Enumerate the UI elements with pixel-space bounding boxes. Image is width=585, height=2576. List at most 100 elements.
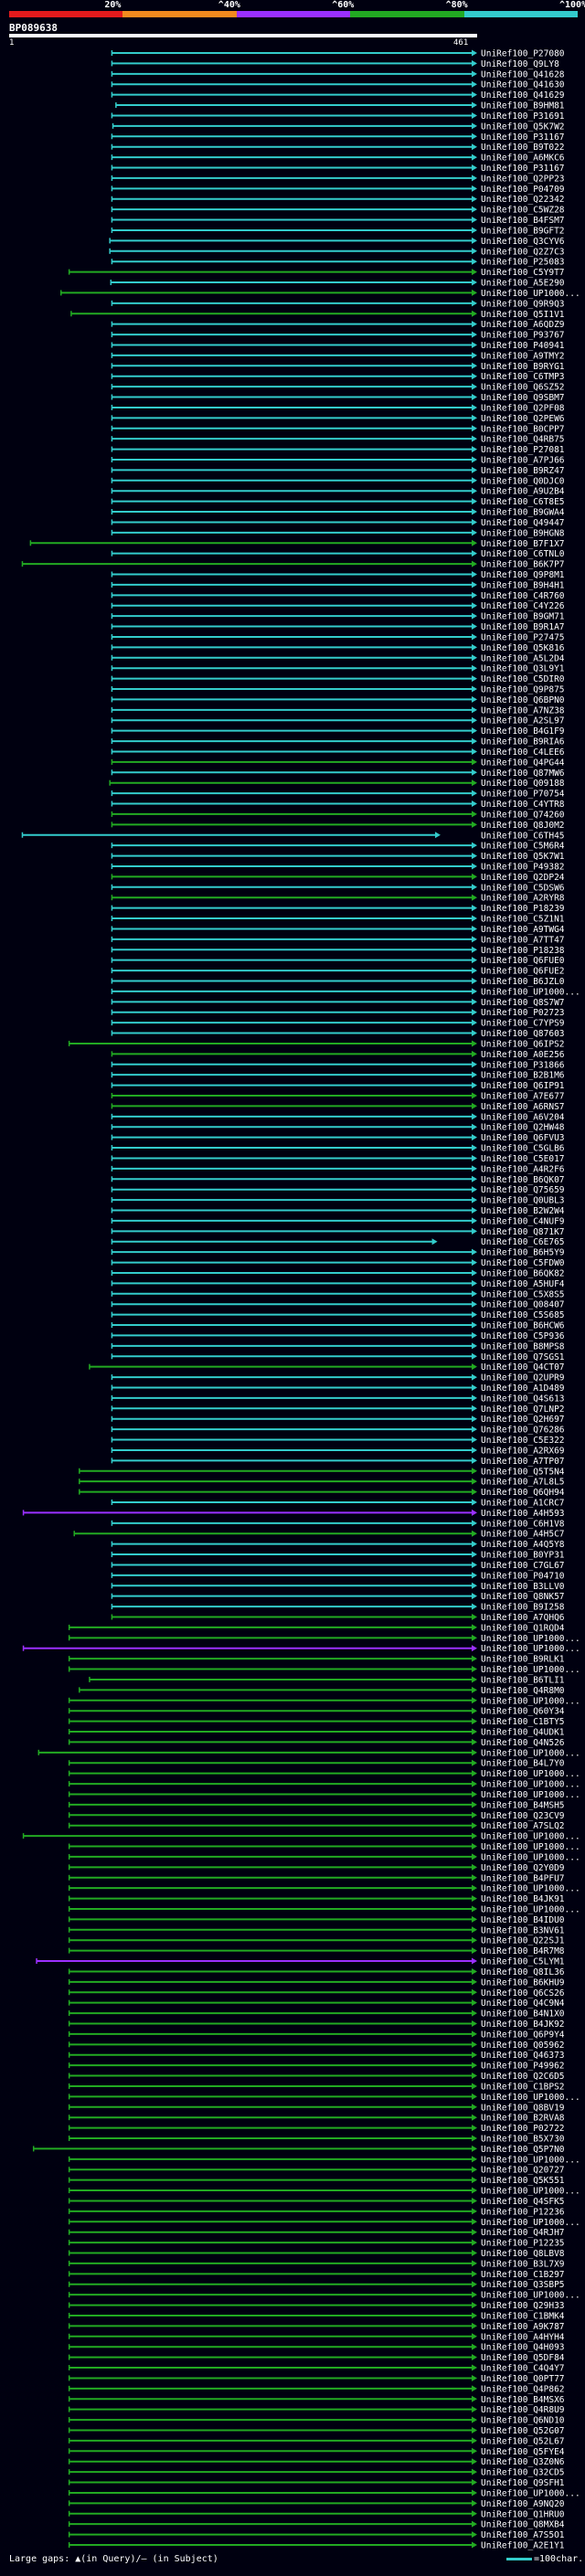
hit-label[interactable]: UniRef100_Q9P875	[481, 685, 565, 695]
hit-label[interactable]: UniRef100_B0CPP7	[481, 424, 565, 434]
hit-label[interactable]: UniRef100_Q60Y34	[481, 1707, 565, 1717]
hit-label[interactable]: UniRef100_Q08407	[481, 1300, 565, 1310]
hit-label[interactable]: UniRef100_Q9P8M1	[481, 570, 565, 580]
hit-label[interactable]: UniRef100_B9R1A7	[481, 622, 565, 632]
hit-label[interactable]: UniRef100_Q75659	[481, 1185, 565, 1195]
hit-label[interactable]: UniRef100_Q5DF84	[481, 2353, 565, 2363]
hit-label[interactable]: UniRef100_Q5K7W1	[481, 852, 565, 862]
hit-label[interactable]: UniRef100_P31167	[481, 133, 565, 143]
hit-label[interactable]: UniRef100_B9RZ47	[481, 466, 565, 476]
hit-label[interactable]: UniRef100_Q6IPS2	[481, 1039, 565, 1049]
hit-label[interactable]: UniRef100_B6TLI1	[481, 1675, 565, 1685]
hit-label[interactable]: UniRef100_B2B1M6	[481, 1071, 565, 1081]
hit-label[interactable]: UniRef100_UP1000...	[481, 1665, 580, 1675]
hit-label[interactable]: UniRef100_Q4R8U9	[481, 2405, 565, 2415]
hit-label[interactable]: UniRef100_Q6ND10	[481, 2416, 565, 2426]
hit-label[interactable]: UniRef100_Q4SFK5	[481, 2197, 565, 2207]
hit-label[interactable]: UniRef100_A7L8L5	[481, 1478, 565, 1488]
hit-label[interactable]: UniRef100_UP1000...	[481, 1842, 580, 1852]
hit-label[interactable]: UniRef100_UP1000...	[481, 2187, 580, 2197]
hit-label[interactable]: UniRef100_A7TP07	[481, 1457, 565, 1467]
hit-label[interactable]: UniRef100_Q2DP24	[481, 873, 565, 883]
hit-label[interactable]: UniRef100_UP1000...	[481, 1748, 580, 1758]
hit-label[interactable]: UniRef100_Q9SFH1	[481, 2478, 565, 2488]
hit-label[interactable]: UniRef100_C4YTR8	[481, 800, 565, 810]
hit-label[interactable]: UniRef100_B6KHU9	[481, 1977, 565, 1988]
hit-label[interactable]: UniRef100_UP1000...	[481, 2218, 580, 2228]
hit-label[interactable]: UniRef100_C4Y226	[481, 601, 565, 611]
hit-label[interactable]: UniRef100_Q23CV9	[481, 1811, 565, 1821]
hit-label[interactable]: UniRef100_Q5T5N4	[481, 1467, 565, 1477]
hit-label[interactable]: UniRef100_Q2Z7C3	[481, 247, 565, 257]
hit-label[interactable]: UniRef100_A7TT47	[481, 935, 565, 945]
hit-label[interactable]: UniRef100_P27081	[481, 445, 565, 455]
hit-label[interactable]: UniRef100_B6QK82	[481, 1268, 565, 1278]
hit-label[interactable]: UniRef100_Q9LY8	[481, 59, 559, 69]
hit-label[interactable]: UniRef100_C5WZ28	[481, 206, 565, 216]
hit-label[interactable]: UniRef100_Q0DJC0	[481, 476, 565, 486]
hit-label[interactable]: UniRef100_A7PJ66	[481, 455, 565, 465]
hit-label[interactable]: UniRef100_Q41630	[481, 80, 565, 90]
hit-label[interactable]: UniRef100_C5S685	[481, 1310, 565, 1320]
hit-label[interactable]: UniRef100_A7SLQ2	[481, 1821, 565, 1831]
hit-label[interactable]: UniRef100_P27080	[481, 49, 565, 59]
hit-label[interactable]: UniRef100_B4PFU7	[481, 1873, 565, 1883]
hit-label[interactable]: UniRef100_Q0UBL3	[481, 1196, 565, 1206]
hit-label[interactable]: UniRef100_Q4CT07	[481, 1362, 565, 1373]
hit-label[interactable]: UniRef100_UP1000...	[481, 1644, 580, 1654]
hit-label[interactable]: UniRef100_C1B297	[481, 2270, 565, 2280]
hit-label[interactable]: UniRef100_Q41629	[481, 90, 565, 101]
hit-label[interactable]: UniRef100_C4NUF9	[481, 1216, 565, 1226]
hit-label[interactable]: UniRef100_Q3L9Y1	[481, 664, 565, 674]
hit-label[interactable]: UniRef100_Q2H697	[481, 1415, 565, 1425]
hit-label[interactable]: UniRef100_UP1000...	[481, 1832, 580, 1842]
hit-label[interactable]: UniRef100_A1D489	[481, 1383, 565, 1394]
hit-label[interactable]: UniRef100_Q4H093	[481, 2343, 565, 2353]
hit-label[interactable]: UniRef100_B6K7P7	[481, 560, 565, 570]
hit-label[interactable]: UniRef100_Q76286	[481, 1426, 565, 1436]
hit-label[interactable]: UniRef100_C5Y9T7	[481, 268, 565, 278]
hit-label[interactable]: UniRef100_Q8IL36	[481, 1967, 565, 1977]
hit-label[interactable]: UniRef100_C5GLB6	[481, 1144, 565, 1154]
hit-label[interactable]: UniRef100_A4Q5Y8	[481, 1540, 565, 1550]
hit-label[interactable]: UniRef100_Q9SBM7	[481, 393, 565, 403]
hit-label[interactable]: UniRef100_Q29H33	[481, 2301, 565, 2311]
hit-label[interactable]: UniRef100_Q6FUE2	[481, 967, 565, 977]
hit-label[interactable]: UniRef100_Q6P9Y4	[481, 2030, 565, 2040]
hit-label[interactable]: UniRef100_Q2UPR9	[481, 1373, 565, 1383]
hit-label[interactable]: UniRef100_C5DIR0	[481, 674, 565, 684]
hit-label[interactable]: UniRef100_A2E1Y1	[481, 2541, 565, 2551]
hit-label[interactable]: UniRef100_A5L2D4	[481, 653, 565, 663]
hit-label[interactable]: UniRef100_P12236	[481, 2207, 565, 2217]
hit-label[interactable]: UniRef100_A7QHQ6	[481, 1613, 565, 1623]
hit-label[interactable]: UniRef100_B3LLV0	[481, 1582, 565, 1592]
hit-label[interactable]: UniRef100_A2RX69	[481, 1446, 565, 1456]
hit-label[interactable]: UniRef100_UP1000...	[481, 1884, 580, 1894]
hit-label[interactable]: UniRef100_B6JZL0	[481, 977, 565, 987]
hit-label[interactable]: UniRef100_Q7LNP2	[481, 1405, 565, 1415]
hit-label[interactable]: UniRef100_Q5K816	[481, 643, 565, 653]
hit-label[interactable]: UniRef100_B2RVA8	[481, 2114, 565, 2124]
hit-label[interactable]: UniRef100_P31866	[481, 1060, 565, 1070]
hit-label[interactable]: UniRef100_Q22SJ1	[481, 1936, 565, 1946]
hit-label[interactable]: UniRef100_A4H5C7	[481, 1530, 565, 1540]
hit-label[interactable]: UniRef100_B4G1F9	[481, 726, 565, 737]
hit-label[interactable]: UniRef100_B9GM71	[481, 612, 565, 622]
hit-label[interactable]: UniRef100_C4Q4Y7	[481, 2364, 565, 2374]
hit-label[interactable]: UniRef100_Q5FYE4	[481, 2447, 565, 2457]
hit-label[interactable]: UniRef100_Q4RJH7	[481, 2228, 565, 2238]
hit-label[interactable]: UniRef100_B5X730	[481, 2135, 565, 2145]
hit-label[interactable]: UniRef100_B6H5Y9	[481, 1248, 565, 1258]
hit-label[interactable]: UniRef100_UP1000...	[481, 1790, 580, 1800]
hit-label[interactable]: UniRef100_Q41628	[481, 69, 565, 80]
hit-label[interactable]: UniRef100_P04709	[481, 185, 565, 195]
hit-label[interactable]: UniRef100_A1CRC7	[481, 1498, 565, 1508]
hit-label[interactable]: UniRef100_B6HCW6	[481, 1321, 565, 1331]
hit-label[interactable]: UniRef100_Q8S7W7	[481, 998, 565, 1008]
hit-label[interactable]: UniRef100_A2RYR8	[481, 894, 565, 904]
hit-label[interactable]: UniRef100_A5HUF4	[481, 1279, 565, 1289]
hit-label[interactable]: UniRef100_Q4R8M0	[481, 1686, 565, 1696]
hit-label[interactable]: UniRef100_Q5K551	[481, 2176, 565, 2186]
hit-label[interactable]: UniRef100_C4LEE6	[481, 747, 565, 758]
hit-label[interactable]: UniRef100_P18239	[481, 904, 565, 914]
